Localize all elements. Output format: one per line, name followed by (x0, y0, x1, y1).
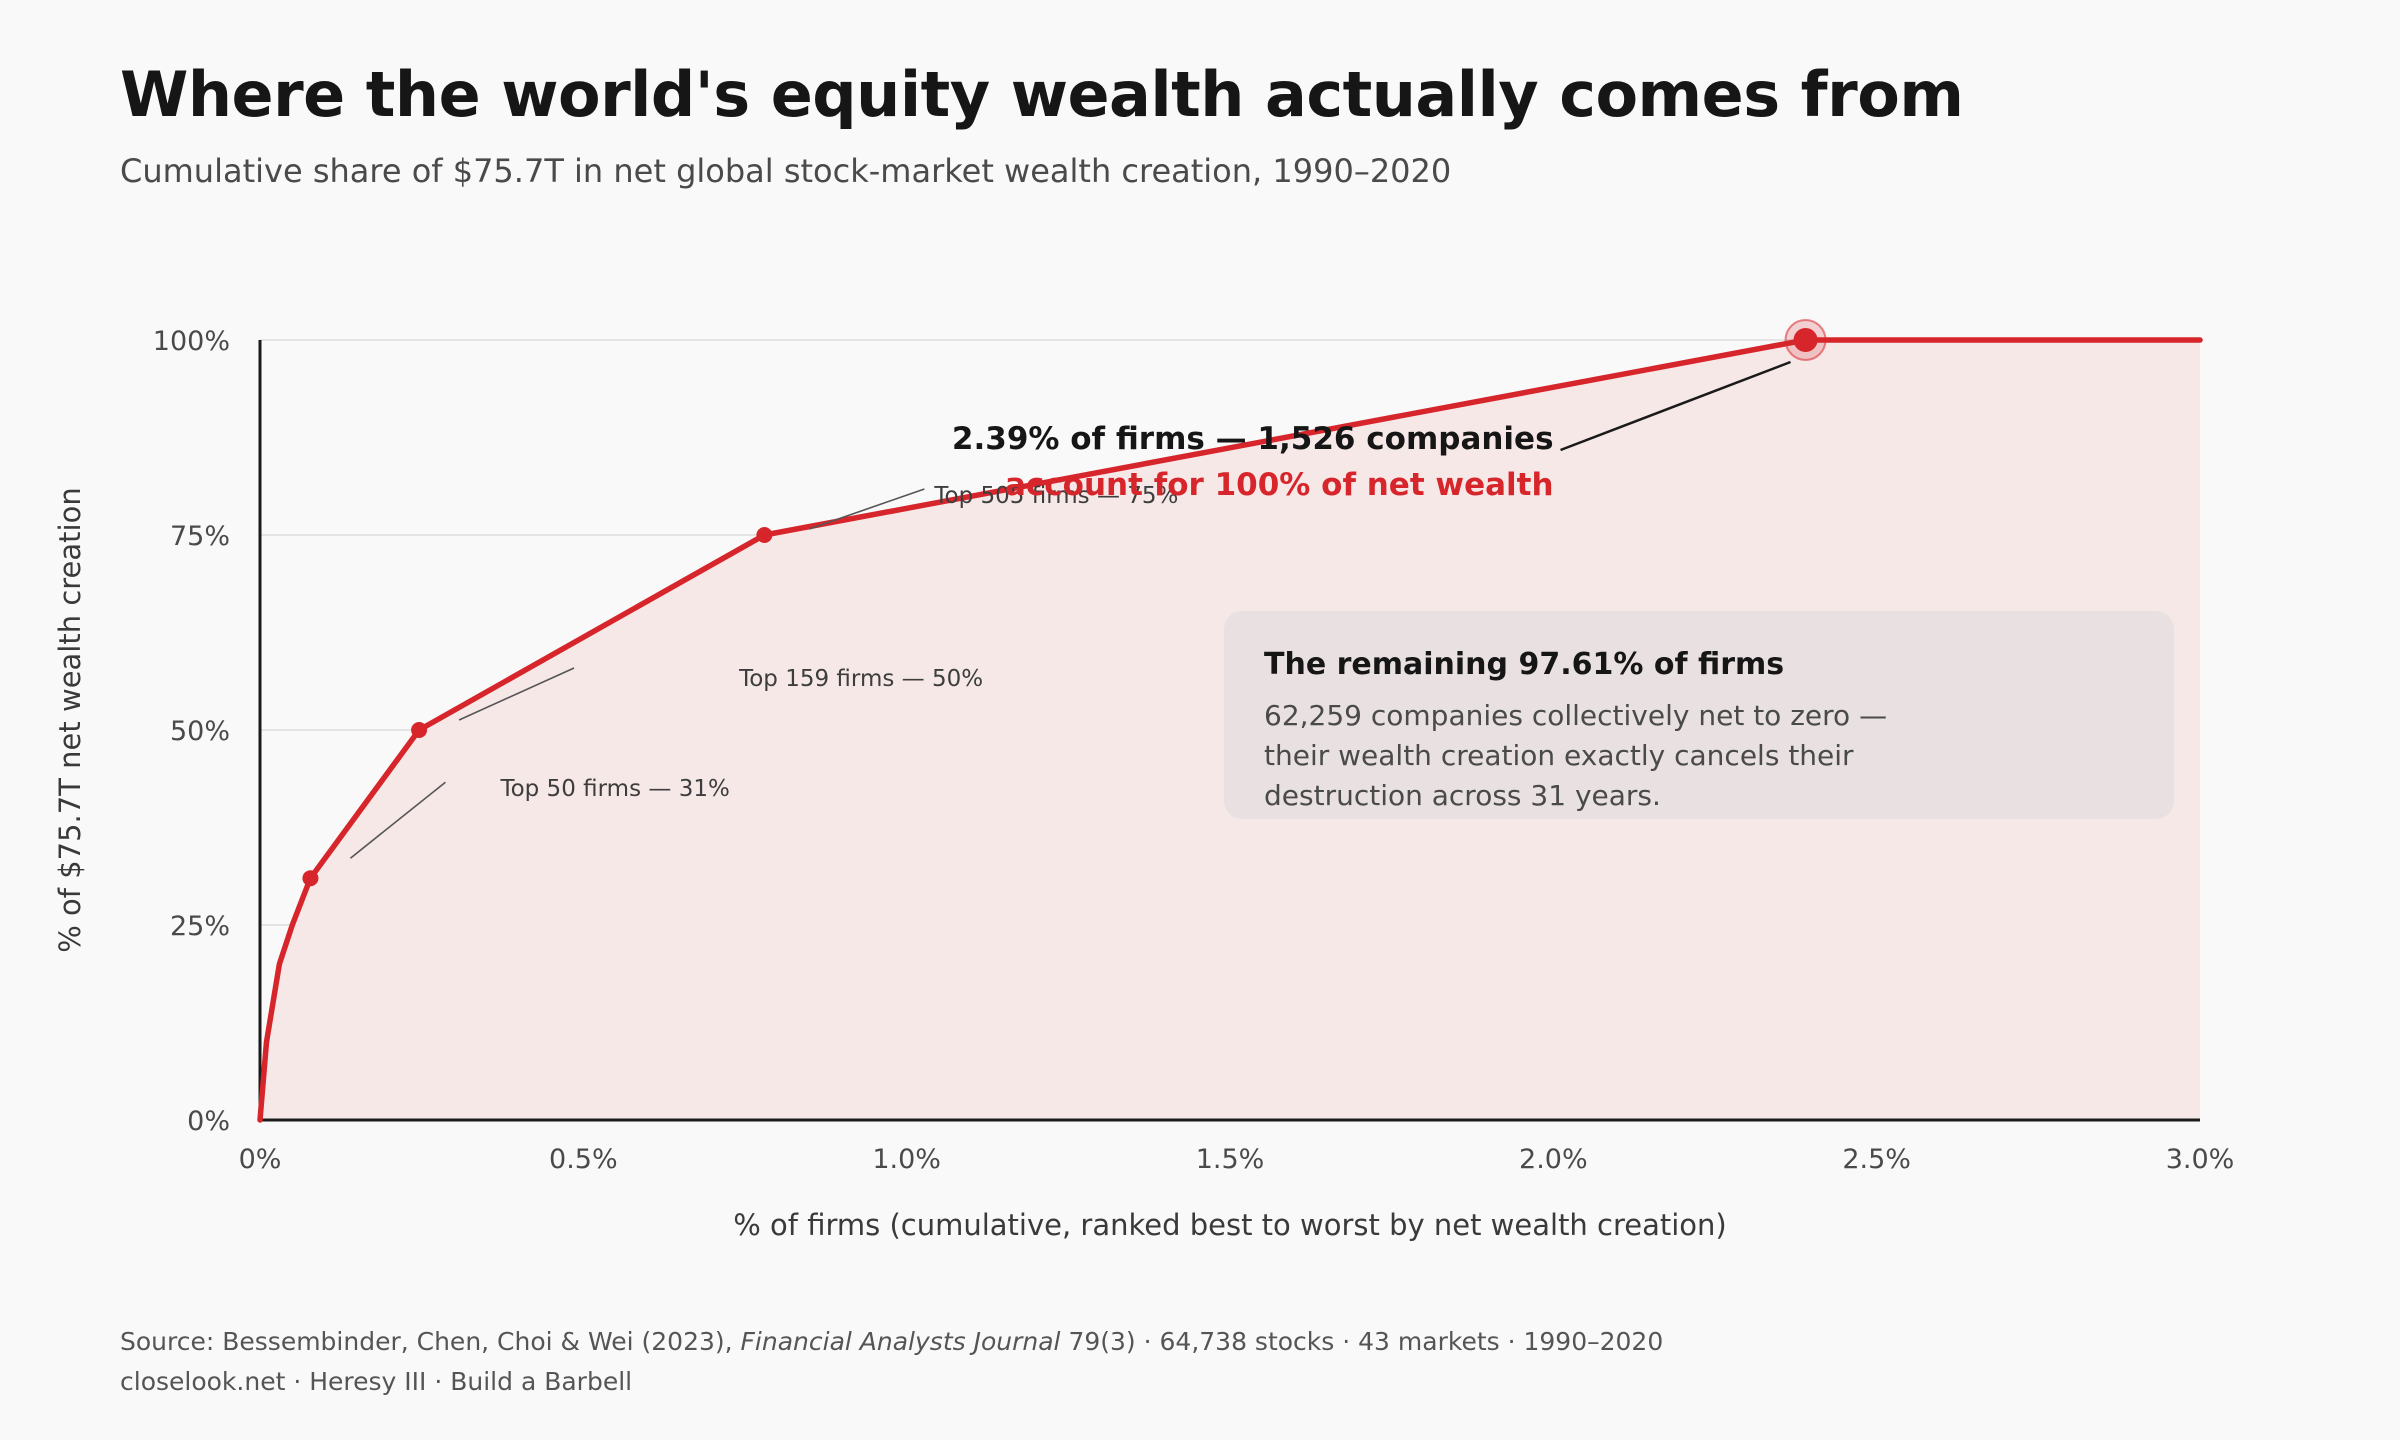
data-markers (302, 319, 1827, 887)
leader-line (349, 781, 446, 859)
x-tick-label: 0.5% (549, 1144, 618, 1175)
y-tick-labels: 0% 25% 50% 75% 100% (153, 326, 230, 1137)
axes (258, 340, 2200, 1122)
x-tick-label: 1.0% (872, 1144, 941, 1175)
source-line: Source: Bessembinder, Chen, Choi & Wei (… (120, 1322, 1663, 1362)
source-suffix: 79(3) · 64,738 stocks · 43 markets · 199… (1060, 1327, 1664, 1356)
y-tick-label: 75% (170, 521, 230, 552)
chart-title: Where the world's equity wealth actually… (120, 58, 1964, 131)
leader-line (1560, 360, 1791, 452)
info-box-title: The remaining 97.61% of firms (1264, 647, 1785, 682)
y-tick-label: 100% (153, 326, 230, 357)
source-journal: Financial Analysts Journal (740, 1327, 1061, 1356)
x-tick-label: 2.0% (1519, 1144, 1588, 1175)
data-marker (302, 870, 319, 887)
y-tick-label: 25% (170, 911, 230, 942)
x-tick-label: 1.5% (1196, 1144, 1265, 1175)
info-box: The remaining 97.61% of firms 62,259 com… (1224, 611, 2174, 819)
callout-line-2: account for 100% of net wealth (1005, 467, 1554, 503)
data-marker (756, 527, 773, 543)
y-tick-label: 0% (187, 1106, 230, 1137)
leader-line (809, 488, 925, 530)
x-axis-title: % of firms (cumulative, ranked best to w… (733, 1208, 1727, 1242)
source-prefix: Source: Bessembinder, Chen, Choi & Wei (… (120, 1327, 741, 1356)
marker-labels: Top 50 firms — 31% Top 159 firms — 50% Top… (499, 483, 1178, 802)
highlight-marker (1793, 328, 1818, 352)
marker-label: Top 159 firms — 50% (738, 666, 983, 692)
footer: Source: Bessembinder, Chen, Choi & Wei (… (120, 1322, 1663, 1402)
marker-label: Top 505 firms — 75% (933, 483, 1178, 509)
x-tick-labels: 0% 0.5% 1.0% 1.5% 2.0% 2.5% 3.0% (239, 1144, 2235, 1175)
y-axis-title: % of $75.7T net wealth creation (53, 487, 87, 952)
marker-label: Top 50 firms — 31% (499, 776, 729, 802)
x-tick-label: 0% (239, 1144, 282, 1175)
callout-line-1: 2.39% of firms — 1,526 companies (952, 421, 1554, 457)
credit-line: closelook.net · Heresy III · Build a Bar… (120, 1367, 633, 1396)
annotation-leaders (349, 360, 1791, 859)
x-tick-label: 3.0% (2166, 1144, 2235, 1175)
info-box-body: 62,259 companies collectively net to zer… (1264, 699, 1888, 812)
data-marker (411, 722, 428, 738)
chart-subtitle: Cumulative share of $75.7T in net global… (120, 152, 1452, 190)
leader-line (458, 667, 575, 721)
y-tick-label: 50% (170, 716, 230, 747)
x-tick-label: 2.5% (1842, 1144, 1911, 1175)
